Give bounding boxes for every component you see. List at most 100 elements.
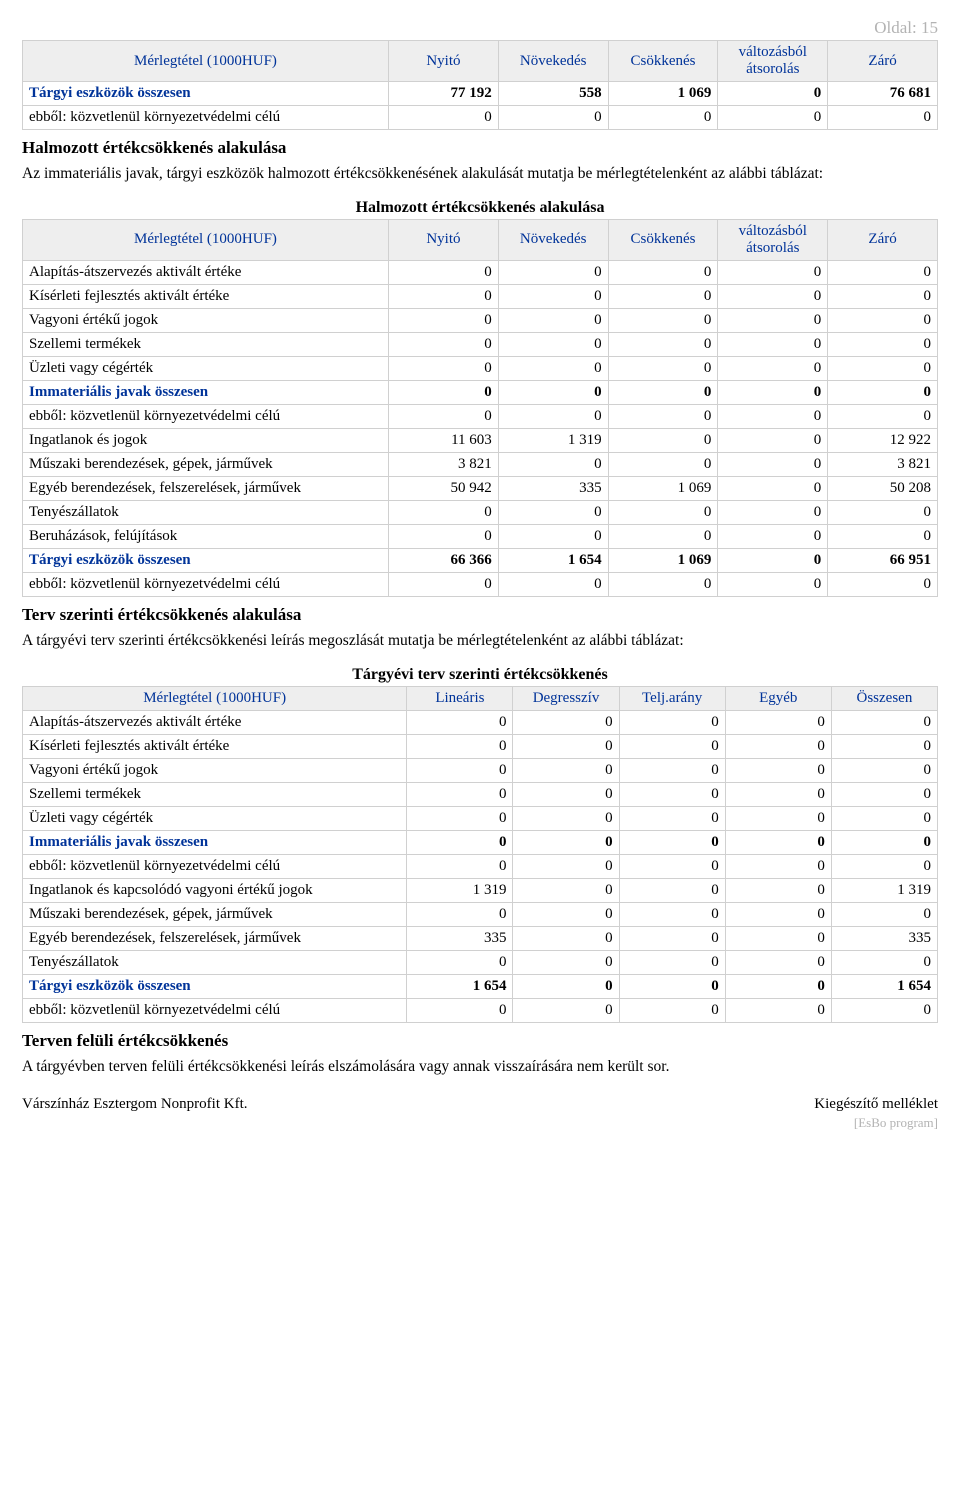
col-header: Záró [828,219,938,260]
col-header: Lineáris [407,686,513,710]
row-value: 0 [831,806,937,830]
row-value: 0 [513,974,619,998]
row-value: 0 [718,548,828,572]
row-label: Vagyoni értékű jogok [23,308,389,332]
footer-left: Várszínház Esztergom Nonprofit Kft. [22,1096,248,1131]
row-value: 66 366 [389,548,499,572]
table-row: Kísérleti fejlesztés aktivált értéke0000… [23,734,938,758]
table-row: Egyéb berendezések, felszerelések, jármű… [23,476,938,500]
row-label: ebből: közvetlenül környezetvédelmi célú [23,854,407,878]
row-value: 0 [828,260,938,284]
row-value: 0 [407,950,513,974]
row-value: 0 [718,572,828,596]
row-value: 0 [513,782,619,806]
col-header: Nyitó [389,219,499,260]
row-label: Szellemi termékek [23,782,407,806]
table-row: Vagyoni értékű jogok00000 [23,758,938,782]
row-value: 0 [608,106,718,130]
table-row: Alapítás-átszervezés aktivált értéke0000… [23,710,938,734]
para-halmozott: Az immateriális javak, tárgyi eszközök h… [22,164,938,185]
row-value: 0 [831,734,937,758]
footer-right: Kiegészítő melléklet [814,1096,938,1113]
col-header: Záró [828,41,938,82]
row-value: 0 [718,106,828,130]
table-caption: Halmozott értékcsökkenés alakulása [22,199,938,219]
row-value: 0 [389,356,499,380]
row-value: 0 [619,806,725,830]
table-header-row: Mérlegtétel (1000HUF) Lineáris Degresszí… [23,686,938,710]
table-row: Tenyészállatok00000 [23,500,938,524]
row-value: 0 [725,782,831,806]
heading-halmozott: Halmozott értékcsökkenés alakulása [22,138,938,158]
table-row: Immateriális javak összesen00000 [23,830,938,854]
row-value: 558 [498,82,608,106]
row-value: 0 [407,710,513,734]
row-value: 335 [831,926,937,950]
footer-program: [EsBo program] [814,1115,938,1131]
row-value: 0 [828,332,938,356]
row-label: Ingatlanok és kapcsolódó vagyoni értékű … [23,878,407,902]
row-value: 0 [725,830,831,854]
row-value: 0 [608,428,718,452]
row-value: 335 [407,926,513,950]
row-value: 0 [831,758,937,782]
row-value: 0 [718,452,828,476]
row-value: 0 [608,452,718,476]
row-label: Műszaki berendezések, gépek, járművek [23,902,407,926]
row-value: 66 951 [828,548,938,572]
row-label: ebből: közvetlenül környezetvédelmi célú [23,106,389,130]
row-value: 76 681 [828,82,938,106]
row-value: 0 [725,902,831,926]
row-value: 0 [831,998,937,1022]
row-label: ebből: közvetlenül környezetvédelmi célú [23,572,389,596]
row-label: Tenyészállatok [23,500,389,524]
row-value: 0 [718,404,828,428]
row-value: 0 [619,710,725,734]
row-label: Vagyoni értékű jogok [23,758,407,782]
row-value: 0 [725,758,831,782]
row-value: 0 [619,902,725,926]
table-row: ebből: közvetlenül környezetvédelmi célú… [23,998,938,1022]
row-value: 0 [608,260,718,284]
row-label: Beruházások, felújítások [23,524,389,548]
row-label: Ingatlanok és jogok [23,428,389,452]
row-value: 1 654 [498,548,608,572]
col-header: Csökkenés [608,219,718,260]
row-value: 0 [498,452,608,476]
table3-body: Alapítás-átszervezés aktivált értéke0000… [23,710,938,1022]
row-value: 0 [718,260,828,284]
row-value: 0 [513,806,619,830]
col-header: Növekedés [498,219,608,260]
row-value: 0 [498,524,608,548]
row-value: 0 [498,284,608,308]
page-footer: Várszínház Esztergom Nonprofit Kft. Kieg… [22,1096,938,1131]
row-value: 3 821 [828,452,938,476]
row-value: 0 [828,572,938,596]
row-value: 0 [619,758,725,782]
row-label: ebből: közvetlenül környezetvédelmi célú [23,404,389,428]
row-value: 0 [718,82,828,106]
table-row: Immateriális javak összesen00000 [23,380,938,404]
row-value: 1 069 [608,548,718,572]
row-value: 0 [513,998,619,1022]
row-value: 0 [407,758,513,782]
row-value: 0 [725,998,831,1022]
row-value: 50 942 [389,476,499,500]
row-value: 0 [498,332,608,356]
row-value: 0 [619,974,725,998]
row-label: Egyéb berendezések, felszerelések, jármű… [23,926,407,950]
row-value: 0 [608,524,718,548]
row-value: 0 [389,308,499,332]
row-value: 0 [619,734,725,758]
row-label: Műszaki berendezések, gépek, járművek [23,452,389,476]
table-row: Alapítás-átszervezés aktivált értéke0000… [23,260,938,284]
table-row: Szellemi termékek00000 [23,332,938,356]
row-value: 0 [389,380,499,404]
row-value: 0 [389,260,499,284]
row-label: Tenyészállatok [23,950,407,974]
row-value: 0 [828,380,938,404]
col-header: Nyitó [389,41,499,82]
row-value: 0 [513,710,619,734]
row-value: 0 [389,500,499,524]
row-label: Kísérleti fejlesztés aktivált értéke [23,284,389,308]
